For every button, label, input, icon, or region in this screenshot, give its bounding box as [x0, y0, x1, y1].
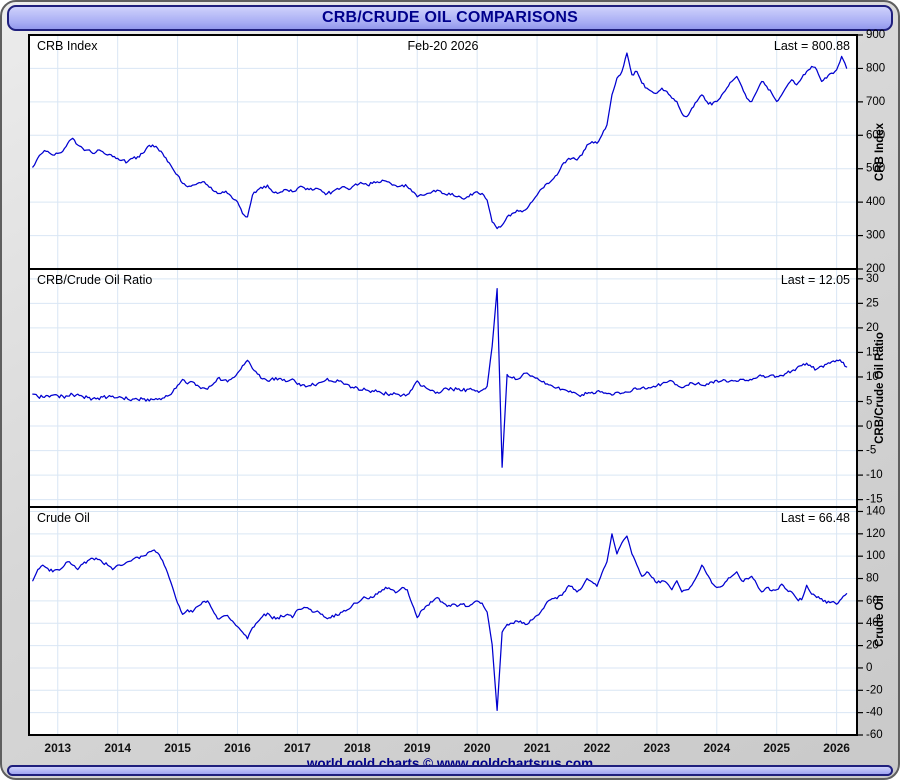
- x-tick-label: 2024: [703, 741, 730, 755]
- y-axis-title-2: Crude Oil: [874, 595, 886, 647]
- y-axis-title-0: CRB Index: [874, 122, 886, 181]
- y-tick-label: 0: [866, 662, 872, 674]
- y-tick-label: -60: [866, 729, 883, 741]
- y-tick-label: 30: [866, 273, 879, 285]
- y-tick-label: 100: [866, 550, 885, 562]
- y-tick-label: 200: [866, 263, 885, 275]
- x-tick-label: 2020: [464, 741, 491, 755]
- y-tick-label: 600: [866, 129, 885, 141]
- panel-bg-1: [29, 269, 857, 507]
- y-tick-label: 120: [866, 528, 885, 540]
- x-tick-label: 2018: [344, 741, 371, 755]
- y-tick-label: 20: [866, 322, 879, 334]
- panel-border-2: [28, 506, 858, 736]
- bottom-accent-bar: [7, 765, 893, 776]
- x-tick-label: 2026: [823, 741, 850, 755]
- x-tick-label: 2019: [404, 741, 431, 755]
- y-axis-title-1: CRB/Crude Oil Ratio: [874, 332, 886, 444]
- y-tick-label: 20: [866, 640, 879, 652]
- y-tick-label: 500: [866, 163, 885, 175]
- x-tick-label: 2022: [584, 741, 611, 755]
- y-tick-label: -40: [866, 707, 883, 719]
- x-tick-label: 2015: [164, 741, 191, 755]
- series-line-1: [32, 288, 848, 468]
- y-tick-label: 40: [866, 617, 879, 629]
- series-line-2: [32, 533, 848, 712]
- y-tick-label: 15: [866, 346, 879, 358]
- y-tick-label: 900: [866, 29, 885, 41]
- x-tick-label: 2023: [644, 741, 671, 755]
- x-tick-label: 2025: [763, 741, 790, 755]
- y-tick-label: 60: [866, 595, 879, 607]
- x-tick-label: 2017: [284, 741, 311, 755]
- y-tick-label: -10: [866, 469, 883, 481]
- y-tick-label: -15: [866, 494, 883, 506]
- y-tick-label: 400: [866, 196, 885, 208]
- panel-bg-0: [29, 35, 857, 269]
- x-tick-label: 2021: [524, 741, 551, 755]
- y-tick-label: 5: [866, 395, 872, 407]
- chart-title-bar: CRB/CRUDE OIL COMPARISONS: [7, 5, 893, 31]
- y-tick-label: 25: [866, 297, 879, 309]
- series-line-0: [32, 52, 848, 230]
- y-tick-label: 80: [866, 573, 879, 585]
- x-tick-label: 2016: [224, 741, 251, 755]
- chart-title: CRB/CRUDE OIL COMPARISONS: [322, 9, 578, 26]
- y-tick-label: -20: [866, 684, 883, 696]
- x-tick-label: 2014: [104, 741, 131, 755]
- y-tick-label: 700: [866, 96, 885, 108]
- y-tick-label: 800: [866, 62, 885, 74]
- y-tick-label: 300: [866, 230, 885, 242]
- x-tick-label: 2013: [44, 741, 71, 755]
- panel-bg-2: [29, 507, 857, 735]
- y-tick-label: 10: [866, 371, 879, 383]
- y-tick-label: -5: [866, 445, 876, 457]
- y-tick-label: 0: [866, 420, 872, 432]
- y-tick-label: 140: [866, 505, 885, 517]
